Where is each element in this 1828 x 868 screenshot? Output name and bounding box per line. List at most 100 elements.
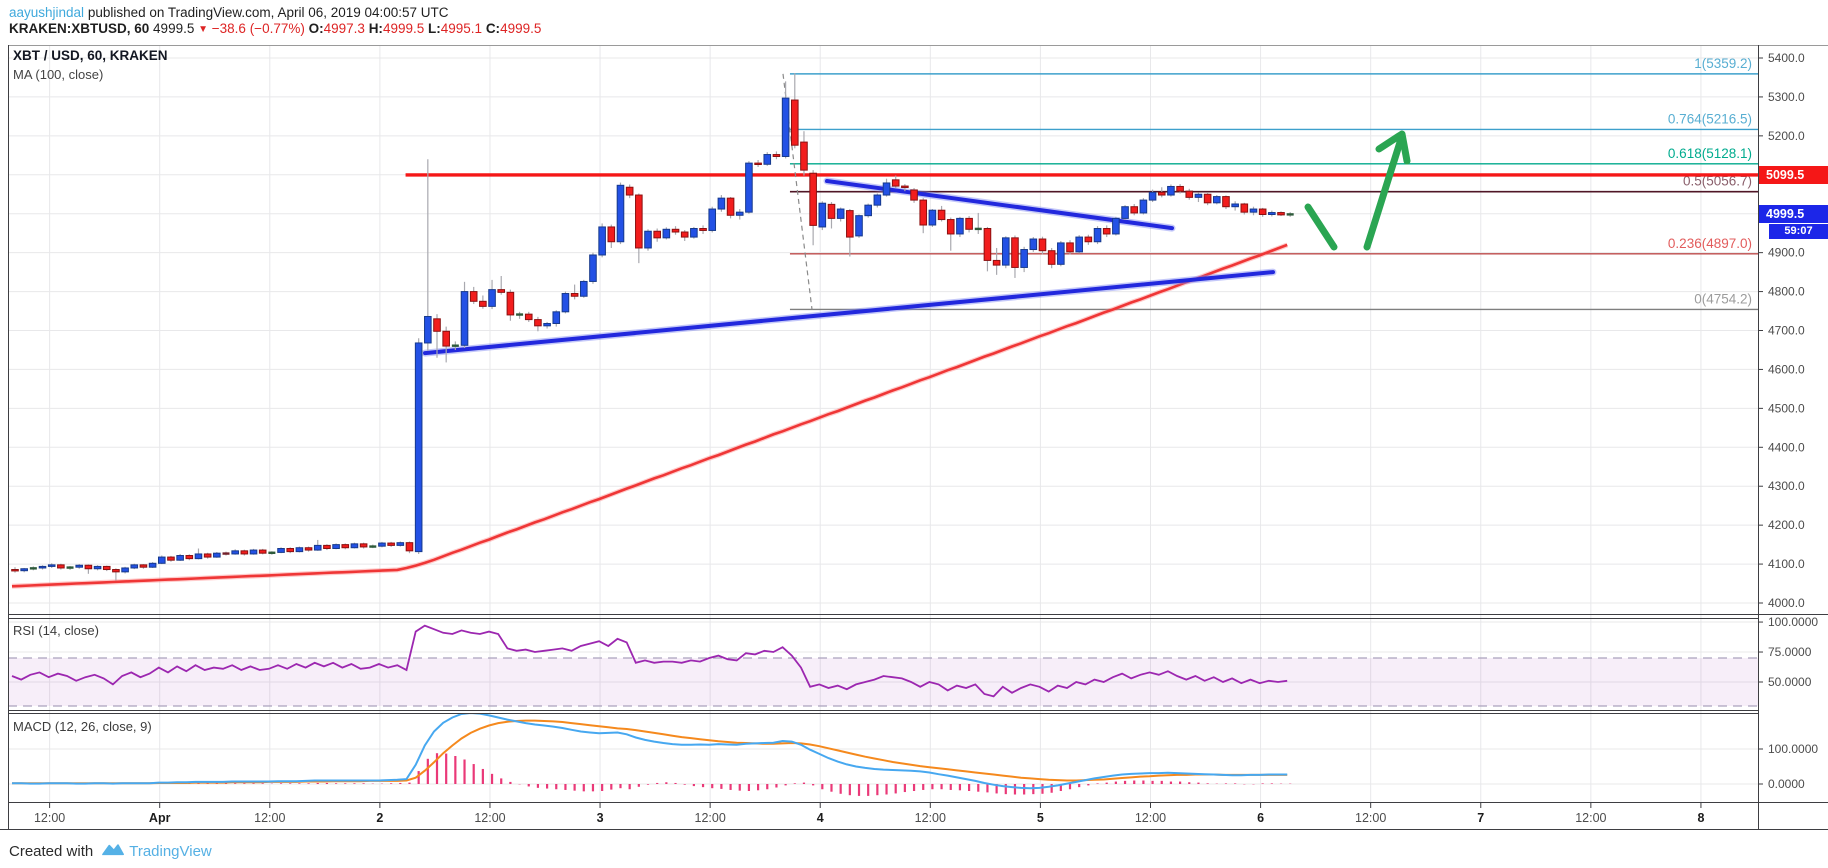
- candle-up[interactable]: [836, 208, 845, 219]
- candle-down[interactable]: [635, 194, 643, 249]
- candle-down[interactable]: [185, 555, 194, 560]
- candle-down[interactable]: [946, 219, 955, 235]
- time-axis-label[interactable]: Apr: [149, 811, 171, 825]
- candle-up[interactable]: [662, 228, 671, 239]
- candle-up[interactable]: [928, 209, 937, 226]
- candle-down[interactable]: [304, 547, 313, 551]
- candle-up[interactable]: [121, 567, 129, 573]
- candle-up[interactable]: [1139, 199, 1148, 214]
- candle-down[interactable]: [1203, 193, 1212, 204]
- candle-up[interactable]: [93, 565, 102, 570]
- candle-down[interactable]: [167, 556, 175, 561]
- author-link[interactable]: aayushjindal: [9, 5, 85, 20]
- candle-up[interactable]: [75, 564, 84, 568]
- candle-down[interactable]: [1084, 236, 1093, 243]
- candle-up[interactable]: [313, 544, 322, 551]
- candle-doji[interactable]: [66, 566, 74, 569]
- candle-down[interactable]: [1157, 191, 1166, 196]
- candle-up[interactable]: [616, 184, 625, 243]
- ma100-line[interactable]: [11, 243, 1288, 588]
- candle-up[interactable]: [332, 544, 340, 550]
- candle-up[interactable]: [1194, 193, 1203, 198]
- candle-down[interactable]: [323, 544, 331, 550]
- candle-up[interactable]: [277, 548, 285, 553]
- candle-up[interactable]: [1112, 217, 1120, 235]
- candle-down[interactable]: [919, 199, 928, 226]
- candle-up[interactable]: [47, 564, 56, 567]
- candle-up[interactable]: [552, 311, 561, 324]
- candle-down[interactable]: [1176, 185, 1184, 192]
- candle-up[interactable]: [1148, 191, 1157, 201]
- candle-up[interactable]: [396, 542, 405, 546]
- candle-down[interactable]: [992, 259, 1001, 266]
- candle-down[interactable]: [671, 228, 680, 233]
- candle-up[interactable]: [157, 556, 166, 564]
- rsi-line[interactable]: [11, 624, 1288, 698]
- candle-up[interactable]: [781, 97, 790, 157]
- candle-up[interactable]: [148, 562, 157, 568]
- candle-down[interactable]: [497, 289, 506, 293]
- candle-up[interactable]: [1268, 212, 1276, 215]
- candle-up[interactable]: [882, 182, 891, 196]
- candle-up[interactable]: [249, 549, 258, 555]
- candle-down[interactable]: [1185, 190, 1194, 198]
- candle-down[interactable]: [433, 318, 441, 332]
- candle-down[interactable]: [1240, 203, 1249, 213]
- candle-up[interactable]: [579, 280, 588, 297]
- candle-up[interactable]: [690, 228, 698, 238]
- candle-doji[interactable]: [222, 552, 230, 555]
- candle-down[interactable]: [479, 300, 487, 307]
- candle-down[interactable]: [570, 293, 579, 297]
- candle-up[interactable]: [1093, 228, 1102, 243]
- time-axis-label[interactable]: 5: [1037, 811, 1044, 825]
- time-axis-label[interactable]: 12:00: [915, 811, 946, 825]
- macd-pane-label[interactable]: MACD (12, 26, close, 9): [13, 719, 152, 734]
- candle-up[interactable]: [231, 550, 239, 555]
- candle-doji[interactable]: [974, 227, 982, 231]
- candle-up[interactable]: [488, 289, 496, 307]
- candle-doji[interactable]: [29, 567, 37, 570]
- candle-up[interactable]: [818, 202, 827, 228]
- candle-doji[interactable]: [451, 344, 459, 347]
- candle-up[interactable]: [424, 315, 432, 344]
- candle-up[interactable]: [1020, 249, 1028, 268]
- time-axis-label[interactable]: 8: [1697, 811, 1704, 825]
- candle-up[interactable]: [176, 555, 184, 561]
- candle-down[interactable]: [1047, 250, 1056, 265]
- candle-down[interactable]: [901, 185, 909, 188]
- candle-down[interactable]: [506, 291, 515, 316]
- symbol-name[interactable]: KRAKEN:XBTUSD, 60: [9, 21, 150, 36]
- candle-down[interactable]: [57, 564, 65, 569]
- candle-up[interactable]: [598, 226, 606, 256]
- time-axis-label[interactable]: 12:00: [474, 811, 505, 825]
- candle-up[interactable]: [1121, 206, 1129, 219]
- candle-down[interactable]: [258, 549, 267, 554]
- candle-down[interactable]: [754, 162, 762, 166]
- candle-down[interactable]: [405, 542, 414, 552]
- candle-down[interactable]: [1258, 208, 1267, 215]
- candle-down[interactable]: [1066, 242, 1074, 253]
- candle-up[interactable]: [1167, 185, 1175, 196]
- candle-down[interactable]: [240, 550, 249, 555]
- candle-up[interactable]: [1212, 196, 1221, 204]
- candle-up[interactable]: [1057, 242, 1065, 265]
- candle-down[interactable]: [625, 186, 634, 196]
- candle-doji[interactable]: [1286, 213, 1294, 216]
- candle-down[interactable]: [203, 553, 212, 558]
- candle-up[interactable]: [543, 322, 551, 327]
- candle-up[interactable]: [763, 154, 772, 165]
- candle-down[interactable]: [772, 154, 781, 157]
- candle-up[interactable]: [460, 291, 469, 346]
- time-axis-label[interactable]: 2: [376, 811, 383, 825]
- candle-down[interactable]: [983, 228, 992, 261]
- tradingview-logo-icon[interactable]: [101, 841, 125, 862]
- candle-down[interactable]: [286, 548, 295, 553]
- candle-down[interactable]: [846, 210, 854, 238]
- candle-down[interactable]: [112, 569, 120, 573]
- trendline-up[interactable]: [423, 270, 1275, 356]
- candle-down[interactable]: [359, 543, 368, 548]
- time-axis-label[interactable]: 12:00: [1355, 811, 1386, 825]
- green-mark-small[interactable]: [1304, 203, 1338, 251]
- macd-line[interactable]: [12, 713, 1288, 790]
- chart-legend-ma[interactable]: MA (100, close): [13, 67, 104, 82]
